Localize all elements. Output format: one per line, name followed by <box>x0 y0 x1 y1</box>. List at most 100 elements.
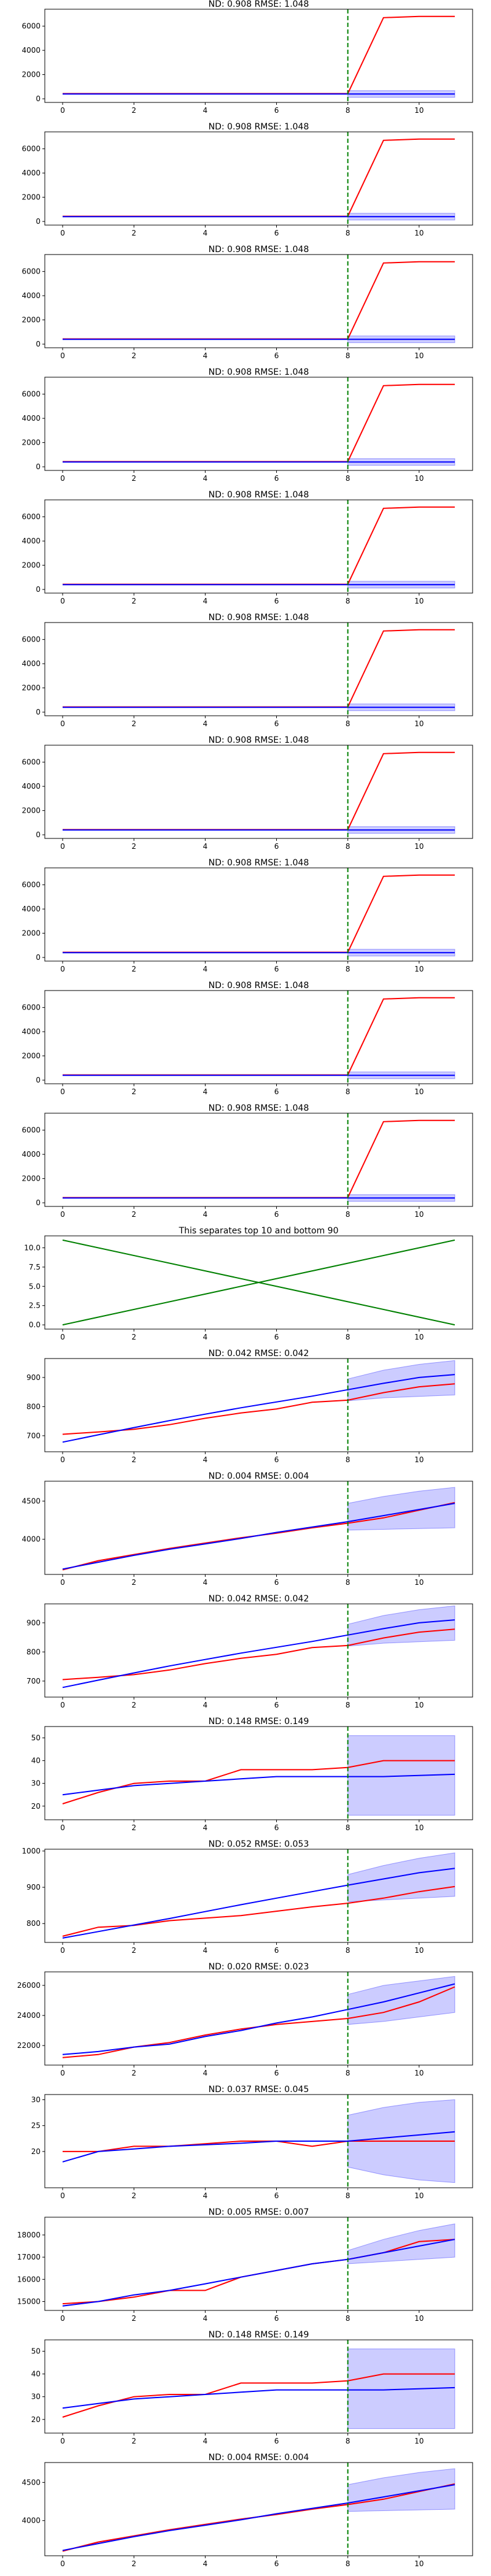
chart-panel: ND: 0.052 RMSE: 0.053 0 2 4 6 8 10 800 900 1000 <box>21 1839 473 1955</box>
series-line-0 <box>63 751 455 830</box>
chart-panel: ND: 0.908 RMSE: 1.048 0 2 4 6 8 10 0 2000 4000 600… <box>21 735 473 851</box>
plot-area <box>63 991 455 1084</box>
x-tick-label: 0 <box>60 965 65 973</box>
x-tick-label: 2 <box>131 719 136 728</box>
y-tick-label: 0 <box>36 94 41 103</box>
plot-area <box>62 1972 455 2065</box>
chart-panel: ND: 0.908 RMSE: 1.048 0 2 4 6 8 10 0 2000 4000 600… <box>21 1103 473 1219</box>
axes-frame <box>44 1971 473 2066</box>
y-tick-label: 0 <box>36 217 41 226</box>
x-tick-label: 4 <box>203 2437 208 2445</box>
y-tick-label: 6000 <box>21 1003 41 1012</box>
y-tick-label: 0 <box>36 1076 41 1084</box>
x-tick-label: 0 <box>60 842 65 851</box>
x-tick-label: 2 <box>131 351 136 360</box>
x-tick-label: 8 <box>346 965 350 973</box>
x-tick-label: 6 <box>274 1455 279 1464</box>
x-tick-label: 2 <box>131 1578 136 1587</box>
chart-panel: ND: 0.148 RMSE: 0.149 0 2 4 6 8 10 20 30 40 50 <box>31 1717 473 1832</box>
chart-title: ND: 0.042 RMSE: 0.042 <box>209 1594 309 1604</box>
chart-title: ND: 0.908 RMSE: 1.048 <box>209 1103 309 1113</box>
chart-panel: This separates top 10 and bottom 90 0 2 4 6 8… <box>24 1226 473 1341</box>
y-tick-label: 26000 <box>17 1981 41 1990</box>
y-tick-label: 0.0 <box>29 1321 41 1329</box>
x-tick-label: 2 <box>131 842 136 851</box>
x-tick-label: 0 <box>60 2437 65 2445</box>
x-tick-label: 8 <box>346 2437 350 2445</box>
y-tick-label: 7.5 <box>29 1263 41 1271</box>
axes-frame <box>44 131 473 226</box>
chart-title: ND: 0.908 RMSE: 1.048 <box>209 490 309 500</box>
plot-area <box>62 1359 455 1452</box>
series-line-1 <box>62 2239 455 2307</box>
chart-title: ND: 0.005 RMSE: 0.007 <box>209 2207 309 2217</box>
x-tick-label: 0 <box>60 1210 65 1219</box>
y-tick-label: 6000 <box>21 881 41 889</box>
x-tick-label: 8 <box>346 2559 350 2568</box>
plot-area <box>62 1239 455 1326</box>
x-tick-label: 0 <box>60 229 65 237</box>
x-tick-label: 8 <box>346 351 350 360</box>
y-tick-label: 0 <box>36 830 41 839</box>
y-tick-label: 6000 <box>21 267 41 276</box>
x-tick-label: 2 <box>131 965 136 973</box>
y-tick-label: 0 <box>36 708 41 716</box>
chart-title: ND: 0.908 RMSE: 1.048 <box>209 613 309 623</box>
axes-frame <box>44 1113 473 1207</box>
series-line-1 <box>62 1619 455 1689</box>
x-tick-label: 4 <box>203 1946 208 1955</box>
x-tick-label: 6 <box>274 2191 279 2200</box>
plot-area <box>62 1481 455 1574</box>
y-tick-label: 20 <box>31 1802 41 1811</box>
y-tick-label: 2000 <box>21 439 41 447</box>
axes-frame <box>44 1481 473 1575</box>
x-tick-label: 4 <box>203 965 208 973</box>
axes-frame <box>44 254 473 348</box>
chart-panel: ND: 0.908 RMSE: 1.048 0 2 4 6 8 10 0 2000 4000 600… <box>21 0 473 115</box>
axes-frame <box>44 2094 473 2188</box>
x-tick-label: 0 <box>60 1823 65 1832</box>
chart-title: ND: 0.908 RMSE: 1.048 <box>209 245 309 255</box>
x-tick-label: 8 <box>346 229 350 237</box>
x-tick-label: 4 <box>203 2314 208 2323</box>
plot-area <box>63 868 455 961</box>
x-tick-label: 10 <box>414 1455 423 1464</box>
y-tick-label: 2000 <box>21 316 41 324</box>
series-line-1 <box>62 1868 455 1939</box>
x-tick-label: 6 <box>274 597 279 605</box>
plot-area <box>62 1604 455 1697</box>
y-tick-label: 2000 <box>21 193 41 202</box>
chart-title: ND: 0.004 RMSE: 0.004 <box>209 2453 309 2463</box>
x-tick-label: 6 <box>274 1823 279 1832</box>
x-tick-label: 6 <box>274 106 279 115</box>
y-tick-label: 800 <box>26 1402 41 1411</box>
x-tick-label: 0 <box>60 1701 65 1709</box>
x-tick-label: 0 <box>60 474 65 483</box>
x-tick-label: 10 <box>414 965 423 973</box>
series-line-1 <box>62 1983 455 2055</box>
y-tick-label: 6000 <box>21 22 41 31</box>
x-tick-label: 8 <box>346 842 350 851</box>
axes-frame <box>44 2339 473 2434</box>
x-tick-label: 6 <box>274 1333 279 1341</box>
plot-area <box>63 745 455 838</box>
chart-title: ND: 0.148 RMSE: 0.149 <box>209 2330 309 2340</box>
series-line-0 <box>63 261 455 340</box>
plot-area <box>62 1727 455 1820</box>
axes-frame <box>44 1726 473 1820</box>
y-tick-label: 0 <box>36 585 41 594</box>
y-tick-label: 50 <box>31 2347 41 2356</box>
axes-frame <box>44 990 473 1084</box>
series-line-1 <box>62 1503 455 1570</box>
x-tick-label: 2 <box>131 2069 136 2077</box>
y-tick-label: 0 <box>36 340 41 348</box>
x-tick-label: 6 <box>274 1087 279 1096</box>
series-line-0 <box>63 506 455 585</box>
y-tick-label: 2.5 <box>29 1301 41 1310</box>
series-line-0 <box>63 383 455 462</box>
y-tick-label: 20 <box>31 2415 41 2424</box>
axes-frame <box>44 1603 473 1698</box>
x-tick-label: 8 <box>346 2191 350 2200</box>
chart-title: ND: 0.908 RMSE: 1.048 <box>209 981 309 991</box>
x-tick-label: 2 <box>131 229 136 237</box>
